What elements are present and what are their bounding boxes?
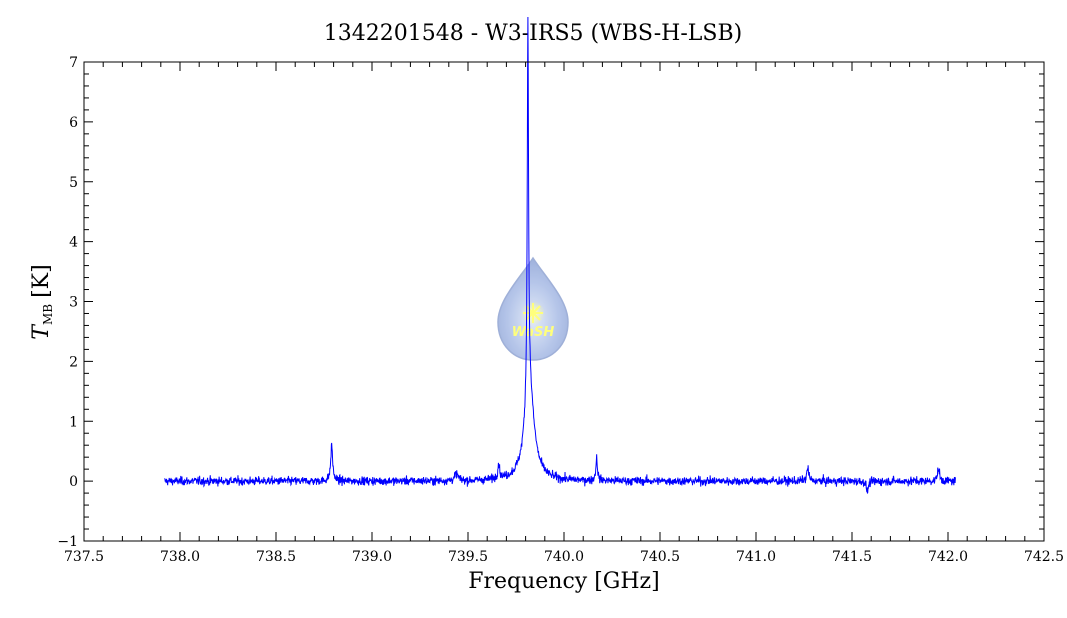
plot-frame xyxy=(83,61,1045,542)
x-tick-label: 742.5 xyxy=(1024,549,1064,565)
x-tick-label: 739.5 xyxy=(448,549,488,565)
axis-ticks xyxy=(83,61,1045,542)
x-tick-label: 742.0 xyxy=(928,549,968,565)
y-tick-label: 5 xyxy=(69,175,78,191)
y-tick-label: 7 xyxy=(69,55,78,71)
y-tick-label: 1 xyxy=(69,414,78,430)
y-tick-label: −1 xyxy=(57,534,78,550)
y-tick-label: 6 xyxy=(69,115,78,131)
y-tick-label: 3 xyxy=(69,295,78,311)
x-tick-label: 740.5 xyxy=(640,549,680,565)
x-tick-label: 741.0 xyxy=(736,549,776,565)
watermark-text: WaSH xyxy=(512,325,555,340)
axis-tick-labels: 737.5 738.0 738.5 739.0 739.5 740.0 740.5 741.0… xyxy=(57,55,1064,565)
x-tick-label: 740.0 xyxy=(544,549,584,565)
svg-text:TMB[K]: TMB [K] xyxy=(29,264,55,339)
wash-watermark-logo: WaSH xyxy=(497,256,569,361)
x-tick-label: 738.5 xyxy=(256,549,296,565)
y-axis-symbol: T xyxy=(29,323,54,340)
x-tick-label: 739.0 xyxy=(352,549,392,565)
y-axis-subscript: MB xyxy=(41,304,55,325)
y-tick-label: 0 xyxy=(69,474,78,490)
y-axis-unit: [K] xyxy=(29,264,54,298)
sun-icon xyxy=(523,303,543,323)
x-tick-label: 738.0 xyxy=(160,549,200,565)
y-tick-label: 4 xyxy=(69,235,78,251)
y-axis-label: TMB [K] xyxy=(29,264,55,339)
x-tick-label: 737.5 xyxy=(64,549,104,565)
y-tick-label: 2 xyxy=(69,354,78,370)
x-tick-label: 741.5 xyxy=(832,549,872,565)
x-axis-label: Frequency [GHz] xyxy=(468,569,660,594)
plot-area xyxy=(164,17,957,494)
spectrum-series-line xyxy=(164,17,957,494)
chart-title: 1342201548 - W3-IRS5 (WBS-H-LSB) xyxy=(324,21,742,46)
